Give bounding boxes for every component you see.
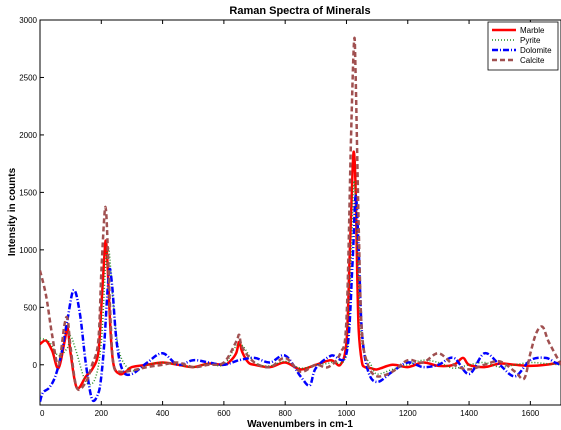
x-tick-label: 200 bbox=[95, 409, 109, 418]
series-line-marble bbox=[40, 150, 561, 390]
y-tick-label: 1500 bbox=[19, 188, 37, 197]
y-tick-label: 2500 bbox=[19, 73, 37, 82]
x-tick-label: 1400 bbox=[460, 409, 478, 418]
series-lines bbox=[40, 36, 561, 403]
y-tick-label: 0 bbox=[33, 361, 38, 370]
y-tick-label: 2000 bbox=[19, 131, 37, 140]
x-tick-label: 600 bbox=[217, 409, 231, 418]
y-tick-label: 3000 bbox=[19, 16, 37, 25]
series-line-calcite bbox=[40, 36, 561, 392]
series-line-dolomite bbox=[40, 194, 561, 403]
chart-title: Raman Spectra of Minerals bbox=[229, 5, 370, 17]
x-tick-label: 0 bbox=[40, 409, 45, 418]
x-tick-label: 800 bbox=[278, 409, 292, 418]
legend-label-marble: Marble bbox=[520, 26, 545, 35]
plot-frame bbox=[39, 19, 561, 406]
legend-label-calcite: Calcite bbox=[520, 56, 545, 65]
x-axis-title: Wavenumbers in cm-1 bbox=[247, 419, 353, 430]
x-tick-label: 1200 bbox=[399, 409, 417, 418]
y-tick-label: 500 bbox=[24, 303, 38, 312]
y-axis-title: Intensity in counts bbox=[7, 167, 18, 256]
x-tick-label: 1000 bbox=[338, 409, 356, 418]
y-tick-label: 1000 bbox=[19, 246, 37, 255]
axis-ticks: 0 200 400 600 800 1000 1200 1400 1600 0 500 1000 150… bbox=[19, 16, 540, 418]
x-tick-label: 400 bbox=[156, 409, 170, 418]
x-tick-label: 1600 bbox=[521, 409, 539, 418]
legend-label-dolomite: Dolomite bbox=[520, 46, 552, 55]
legend-label-pyrite: Pyrite bbox=[520, 36, 541, 45]
